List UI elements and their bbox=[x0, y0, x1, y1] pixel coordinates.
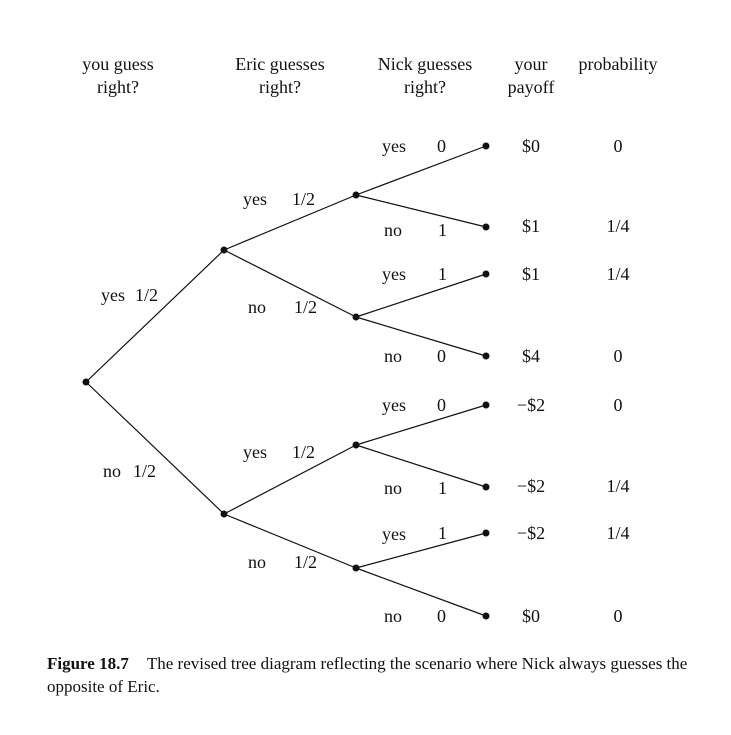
leaf-1-answer: yes bbox=[382, 136, 406, 156]
edge-l1b-no bbox=[223, 513, 357, 569]
leaf-7-answer: yes bbox=[382, 524, 406, 544]
figure-caption-text: The revised tree diagram reflecting the … bbox=[47, 654, 688, 696]
header-nick-line1: Nick guesses bbox=[378, 54, 472, 74]
leaf-3-answer: yes bbox=[382, 264, 406, 284]
figure-caption-label: Figure 18.7 bbox=[47, 654, 129, 673]
edge-l1a-no bbox=[223, 249, 357, 318]
leaf-8-answer: no bbox=[384, 606, 402, 626]
edge-leaf-1 bbox=[355, 145, 487, 196]
leaf-4-answer: no bbox=[384, 346, 402, 366]
payoff-5: −$2 bbox=[517, 395, 545, 415]
header-eric-line1: Eric guesses bbox=[235, 54, 324, 74]
level1-yes-prob: 1/2 bbox=[135, 285, 158, 305]
leaf-7-prob: 1 bbox=[438, 523, 447, 543]
payoff-8: $0 bbox=[522, 606, 540, 626]
payoff-4: $4 bbox=[522, 346, 540, 366]
leaf-6-prob: 1 bbox=[438, 478, 447, 498]
leaf-node-3 bbox=[482, 270, 490, 278]
leaf-4-prob: 0 bbox=[437, 346, 446, 366]
header-probability: probability bbox=[579, 54, 658, 74]
edge-leaf-3 bbox=[355, 273, 487, 318]
leaf-node-4 bbox=[482, 352, 490, 360]
node-root bbox=[82, 378, 90, 386]
leaf-node-2 bbox=[482, 223, 490, 231]
probability-6: 1/4 bbox=[606, 476, 629, 496]
header-you-guess-line1: you guess bbox=[82, 54, 154, 74]
probability-4: 0 bbox=[614, 346, 623, 366]
leaf-8-prob: 0 bbox=[437, 606, 446, 626]
figure-caption: Figure 18.7 The revised tree diagram refl… bbox=[47, 652, 717, 698]
payoff-3: $1 bbox=[522, 264, 540, 284]
level1-yes-answer: yes bbox=[101, 285, 125, 305]
leaf-5-prob: 0 bbox=[437, 395, 446, 415]
node-you-yes bbox=[220, 246, 228, 254]
node-eric-4 bbox=[352, 564, 360, 572]
probability-7: 1/4 bbox=[606, 523, 629, 543]
level2-2-answer: no bbox=[248, 297, 266, 317]
edge-l1b-yes bbox=[223, 444, 357, 515]
node-you-no bbox=[220, 510, 228, 518]
leaf-2-prob: 1 bbox=[438, 220, 447, 240]
probability-8: 0 bbox=[614, 606, 623, 626]
node-eric-1 bbox=[352, 191, 360, 199]
header-payoff-line2: payoff bbox=[508, 77, 555, 97]
level2-1-prob: 1/2 bbox=[292, 189, 315, 209]
level2-1-answer: yes bbox=[243, 189, 267, 209]
probability-1: 0 bbox=[614, 136, 623, 156]
probability-5: 0 bbox=[614, 395, 623, 415]
leaf-node-6 bbox=[482, 483, 490, 491]
edge-root-yes bbox=[85, 249, 225, 383]
edge-leaf-6 bbox=[355, 444, 487, 488]
payoff-1: $0 bbox=[522, 136, 540, 156]
level2-4-prob: 1/2 bbox=[294, 552, 317, 572]
header-nick-line2: right? bbox=[404, 77, 446, 97]
leaf-1-prob: 0 bbox=[437, 136, 446, 156]
payoff-6: −$2 bbox=[517, 476, 545, 496]
leaf-node-7 bbox=[482, 529, 490, 537]
edge-l1a-yes bbox=[223, 194, 357, 251]
probability-3: 1/4 bbox=[606, 264, 629, 284]
edge-leaf-8 bbox=[355, 567, 487, 617]
level2-4-answer: no bbox=[248, 552, 266, 572]
edge-root-no bbox=[85, 381, 225, 515]
leaf-node-8 bbox=[482, 612, 490, 620]
header-payoff-line1: your bbox=[515, 54, 548, 74]
leaf-6-answer: no bbox=[384, 478, 402, 498]
level2-2-prob: 1/2 bbox=[294, 297, 317, 317]
leaf-3-prob: 1 bbox=[438, 264, 447, 284]
edge-leaf-2 bbox=[355, 194, 487, 228]
level1-no-prob: 1/2 bbox=[133, 461, 156, 481]
payoff-2: $1 bbox=[522, 216, 540, 236]
leaf-2-answer: no bbox=[384, 220, 402, 240]
node-eric-2 bbox=[352, 313, 360, 321]
edge-leaf-7 bbox=[355, 532, 487, 569]
header-eric-line2: right? bbox=[259, 77, 301, 97]
edge-leaf-5 bbox=[355, 404, 487, 446]
level2-3-prob: 1/2 bbox=[292, 442, 315, 462]
leaf-node-5 bbox=[482, 401, 490, 409]
level1-no-answer: no bbox=[103, 461, 121, 481]
leaf-5-answer: yes bbox=[382, 395, 406, 415]
level2-3-answer: yes bbox=[243, 442, 267, 462]
probability-2: 1/4 bbox=[606, 216, 629, 236]
leaf-node-1 bbox=[482, 142, 490, 150]
header-you-guess-line2: right? bbox=[97, 77, 139, 97]
node-eric-3 bbox=[352, 441, 360, 449]
payoff-7: −$2 bbox=[517, 523, 545, 543]
edge-leaf-4 bbox=[355, 316, 487, 357]
